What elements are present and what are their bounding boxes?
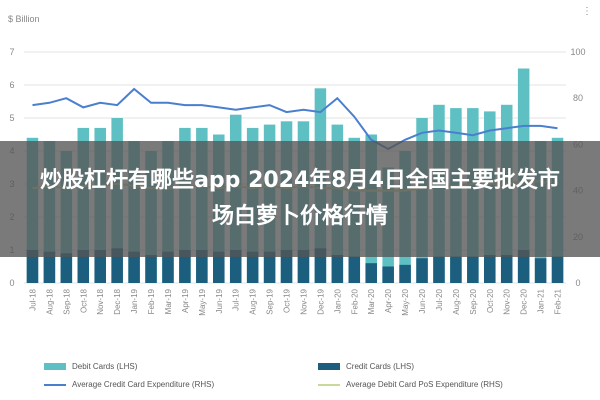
x-tick-label: Aug-19 [249,288,258,314]
right-tick-label: 100 [570,47,585,57]
x-tick-label: Feb-21 [554,288,563,314]
credit-bar [145,254,157,283]
x-tick-label: Aug-20 [452,288,461,314]
credit-bar [26,250,39,283]
credit-bar [111,248,123,283]
overlay-title: 炒股杠杆有哪些app 2024年8月4日全国主要批发市场白萝卜价格行情 [40,168,560,229]
x-tick-label: Sep-18 [62,288,71,314]
credit-bar [450,256,462,283]
credit-bar [263,251,276,283]
x-tick-label: Oct-20 [486,288,495,313]
legend-item-avg-debit: Average Debit Card PoS Expenditure (RHS) [318,380,503,389]
legend-label-debit: Debit Cards (LHS) [72,362,138,371]
axes: 01234567020406080100Jul-18Aug-18Sep-18Oc… [9,47,585,316]
x-tick-label: Nov-20 [503,288,512,314]
credit-bar [196,250,208,283]
x-tick-label: Jun-20 [418,288,427,313]
credit-bar [128,251,140,283]
credit-bar [331,254,344,283]
credit-bar [280,250,293,283]
legend-line-avg-debit [318,383,340,386]
x-tick-label: Jul-20 [435,288,444,310]
x-tick-label: Mar-20 [367,288,376,314]
x-tick-label: Jul-19 [232,288,241,310]
legend-item-debit: Debit Cards (LHS) [44,362,137,371]
credit-bar [162,251,174,283]
x-tick-label: Feb-19 [147,288,156,314]
legend: Debit Cards (LHS) Credit Cards (LHS) Ave… [36,356,576,396]
credit-bar [551,256,564,283]
avg-credit-expenditure-line [32,87,558,151]
legend-label-avg-debit: Average Debit Card PoS Expenditure (RHS) [346,380,503,389]
credit-bar [534,258,547,283]
right-tick-label: 80 [573,93,583,103]
credit-bar [416,258,428,283]
credit-bar [399,264,411,283]
credit-bar [213,251,225,283]
x-tick-label: Jan-20 [333,288,342,313]
credit-bar [517,250,530,283]
left-axis-unit-label: $ Billion [8,14,40,24]
credit-bar [43,251,56,283]
x-tick-label: Sep-19 [266,288,275,314]
x-tick-label: Apr-19 [181,288,190,313]
x-tick-label: Dec-19 [316,288,325,314]
x-tick-label: May-20 [401,288,410,315]
credit-bar [467,256,479,283]
credit-bar [348,256,361,283]
x-tick-label: Aug-18 [45,288,54,314]
x-tick-label: Jan-19 [130,288,139,313]
credit-bar [433,256,445,283]
credit-bar [365,263,377,283]
credit-bar [484,254,496,283]
x-tick-label: Jan-21 [537,288,546,313]
right-tick-label: 0 [575,278,580,288]
left-tick-label: 7 [9,47,14,57]
x-tick-label: Sep-20 [469,288,478,314]
legend-label-credit: Credit Cards (LHS) [346,362,415,371]
legend-swatch-debit [44,363,66,370]
x-tick-label: May-19 [198,288,207,315]
x-tick-label: Feb-20 [350,288,359,314]
x-tick-label: Mar-19 [164,288,173,314]
legend-swatch-credit [318,363,340,370]
credit-bar [60,253,73,283]
credit-bar [77,250,90,283]
x-tick-label: Dec-20 [520,288,529,314]
x-tick-label: Nov-18 [96,288,105,314]
credit-bar [179,250,191,283]
legend-item-credit: Credit Cards (LHS) [318,362,414,371]
x-tick-label: Nov-19 [299,288,308,314]
credit-bar [246,251,259,283]
credit-bar [314,248,327,283]
left-tick-label: 0 [9,278,14,288]
x-tick-label: Dec-18 [113,288,122,314]
x-tick-label: Jul-18 [28,288,37,310]
credit-bar [382,266,394,283]
legend-line-avg-credit [44,383,66,386]
title-overlay-banner: 炒股杠杆有哪些app 2024年8月4日全国主要批发市场白萝卜价格行情 [0,141,600,257]
left-tick-label: 5 [9,113,14,123]
x-tick-label: Jun-19 [215,288,224,313]
legend-item-avg-credit: Average Credit Card Expenditure (RHS) [44,380,214,389]
credit-bar [94,250,106,283]
legend-label-avg-credit: Average Credit Card Expenditure (RHS) [72,380,215,389]
x-tick-label: Apr-20 [384,288,393,313]
x-tick-label: Oct-18 [79,288,88,313]
x-tick-label: Oct-19 [283,288,292,313]
more-icon[interactable]: ⋮ [582,6,592,17]
left-tick-label: 6 [9,80,14,90]
credit-bar [297,250,310,283]
credit-bar [229,250,242,283]
credit-bar [500,254,513,283]
